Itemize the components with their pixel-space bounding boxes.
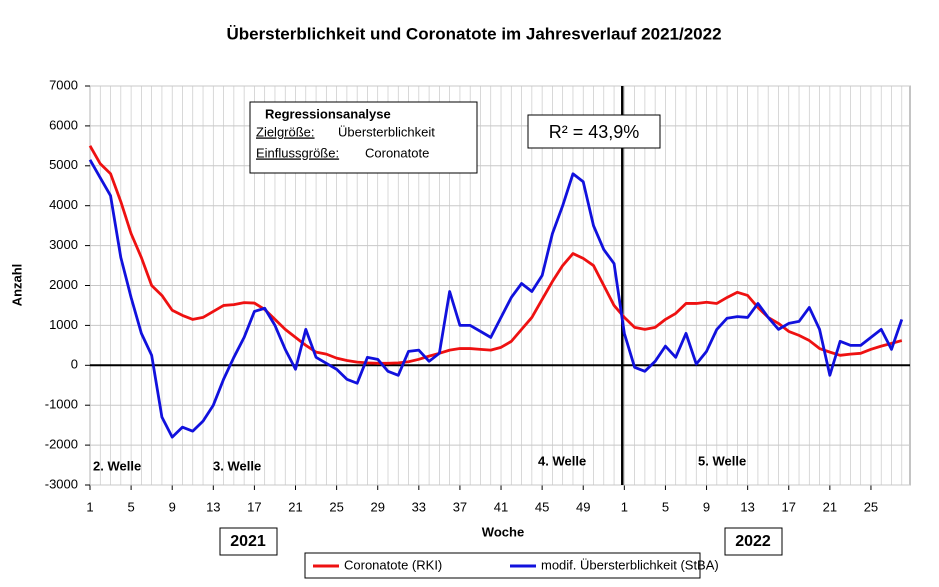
y-tick-label: 5000 <box>49 157 78 172</box>
legend-label: Coronatote (RKI) <box>344 557 442 572</box>
x-tick-label: 37 <box>453 499 467 514</box>
regression-target: Übersterblichkeit <box>338 124 435 139</box>
year-label: 2022 <box>735 533 771 550</box>
wave-label: 5. Welle <box>698 453 746 468</box>
x-tick-label: 13 <box>740 499 754 514</box>
x-tick-label: 21 <box>823 499 837 514</box>
regression-target-label: Zielgröße: <box>256 124 315 139</box>
x-tick-label: 33 <box>412 499 426 514</box>
x-tick-label: 25 <box>329 499 343 514</box>
wave-label: 2. Welle <box>93 458 141 473</box>
wave-label: 3. Welle <box>213 458 261 473</box>
y-tick-label: 2000 <box>49 277 78 292</box>
y-tick-label: 7000 <box>49 77 78 92</box>
x-tick-label: 17 <box>247 499 261 514</box>
y-tick-label: 3000 <box>49 237 78 252</box>
regression-influence: Coronatote <box>365 145 429 160</box>
year-box <box>219 527 278 556</box>
regression-influence-label: Einflussgröße: <box>256 145 339 160</box>
regression-box <box>249 101 478 174</box>
y-tick-label: 4000 <box>49 197 78 212</box>
series-line <box>88 159 904 439</box>
x-tick-label: 45 <box>535 499 549 514</box>
legend-label: modif. Übersterblichkeit (StBA) <box>541 557 719 572</box>
y-tick-label: 1000 <box>49 317 78 332</box>
x-axis-title: Woche <box>482 524 524 539</box>
x-tick-label: 17 <box>782 499 796 514</box>
x-tick-label: 5 <box>662 499 669 514</box>
x-tick-label: 21 <box>288 499 302 514</box>
y-tick-label: 6000 <box>49 117 78 132</box>
legend <box>304 552 701 579</box>
year-box <box>724 527 783 556</box>
y-tick-label: -3000 <box>45 476 78 491</box>
r2-box <box>527 114 661 149</box>
x-tick-label: 13 <box>206 499 220 514</box>
regression-title: Regressionsanalyse <box>265 106 391 121</box>
x-tick-label: 49 <box>576 499 590 514</box>
x-tick-label: 9 <box>703 499 710 514</box>
y-tick-label: 0 <box>71 357 78 372</box>
y-tick-label: -2000 <box>45 437 78 452</box>
y-tick-label: -1000 <box>45 397 78 412</box>
x-tick-label: 25 <box>864 499 878 514</box>
year-label: 2021 <box>230 533 266 550</box>
y-axis-title: Anzahl <box>9 264 24 307</box>
x-tick-label: 1 <box>621 499 628 514</box>
wave-label: 4. Welle <box>538 453 586 468</box>
x-tick-label: 9 <box>169 499 176 514</box>
x-tick-label: 41 <box>494 499 508 514</box>
r2-label: R² = 43,9% <box>549 122 640 142</box>
x-tick-label: 29 <box>370 499 384 514</box>
x-tick-label: 5 <box>127 499 134 514</box>
x-tick-label: 1 <box>86 499 93 514</box>
chart-title: Übersterblichkeit und Coronatote im Jahr… <box>226 24 721 43</box>
